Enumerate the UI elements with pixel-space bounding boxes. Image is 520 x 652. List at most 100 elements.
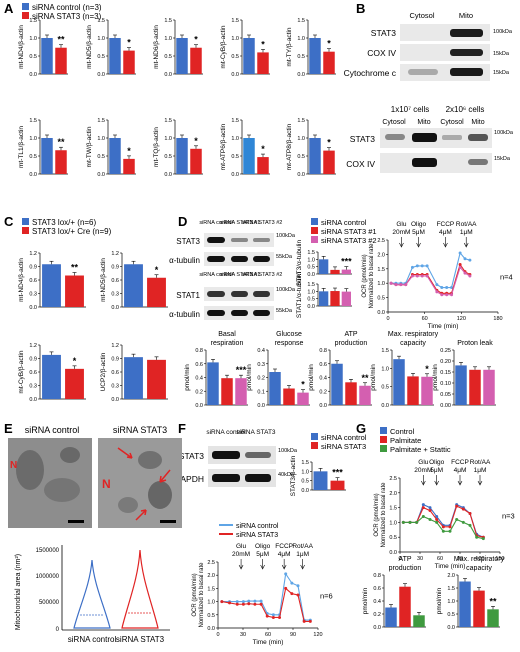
blot-band: [385, 134, 405, 140]
blot-band: [212, 474, 240, 482]
y-axis-label: mt-TW/β-actin: [86, 126, 93, 167]
data-point: [297, 584, 300, 587]
bar: [345, 382, 356, 405]
y-tick-label: 1.5: [207, 586, 215, 592]
y-axis-label: mt-ND6/β-actin: [153, 25, 160, 69]
y-tick-label: 0.0: [97, 172, 105, 178]
y-tick-label: 0.0: [29, 72, 37, 78]
y-tick-label: 1.0: [297, 136, 305, 142]
data-point: [429, 518, 432, 521]
injection-label: 20mM: [392, 229, 410, 236]
bar: [309, 138, 320, 174]
x-tick-label: 0: [386, 316, 389, 322]
significance-label: ***: [332, 468, 343, 478]
y-tick-label: 0.5: [231, 154, 239, 160]
y-tick-label: 0.9: [29, 265, 37, 271]
data-point: [309, 620, 312, 623]
y-tick-label: 2.5: [207, 560, 215, 566]
blot-kda-label: 100kDa: [278, 448, 298, 454]
y-tick-label: 0.8: [319, 348, 327, 354]
y-tick-label: 1.0: [447, 599, 455, 605]
blot-row-label: COX IV: [367, 48, 396, 58]
injection-label: 4μM: [454, 467, 467, 474]
data-point: [449, 530, 452, 533]
panel-label-e: E: [4, 421, 13, 436]
bar: [473, 591, 484, 627]
x-tick-label: 60: [422, 316, 428, 322]
chart-title: Glucose: [276, 331, 302, 338]
y-tick-label: 1.5: [307, 282, 315, 288]
y-tick-label: 0.0: [297, 172, 305, 178]
panel-label-f: F: [178, 421, 186, 436]
bar: [41, 38, 52, 74]
y-tick-label: 0.1: [257, 389, 265, 395]
data-point: [253, 603, 256, 606]
y-axis-label: pmol/min: [184, 364, 191, 391]
chart-title: capacity: [400, 340, 426, 347]
y-tick-label: 0.10: [440, 381, 451, 387]
significance-label: **: [57, 35, 65, 45]
y-tick-label: 0.6: [29, 370, 37, 376]
x-tick-label: 0: [216, 632, 219, 638]
em-mitochondrion: [16, 450, 44, 490]
bar-chart: 0.00.51.01.5STAT1/α-tubulin: [296, 272, 352, 319]
y-tick-label: 0.0: [319, 403, 327, 409]
em-mitochondrion: [118, 497, 138, 513]
data-point: [404, 283, 407, 286]
y-tick-label: 0.0: [381, 403, 389, 409]
y-tick-label: 0.8: [373, 573, 381, 579]
injection-label: Oligo: [255, 543, 271, 550]
data-point: [242, 600, 245, 603]
y-tick-label: 0.9: [29, 357, 37, 363]
y-axis-label: Normalized to basal rate: [199, 562, 205, 628]
blot-kda-label: 100kDa: [276, 233, 296, 239]
bar: [459, 582, 470, 628]
y-tick-label: 1.5: [97, 18, 105, 24]
y-tick-label: 0.2: [373, 612, 381, 618]
data-point: [469, 512, 472, 515]
data-point: [394, 283, 397, 286]
legend-f-line: siRNA control siRNA STAT3: [219, 523, 279, 539]
chart-title: Max. respiratory: [388, 331, 439, 338]
y-tick-label: 1.0: [231, 36, 239, 42]
data-point: [242, 603, 245, 606]
y-tick-label: 0.5: [307, 265, 315, 271]
y-tick-label: 0.6: [373, 586, 381, 592]
y-tick-label: 0.0: [231, 172, 239, 178]
blot-b-col: Mito: [471, 119, 484, 126]
em-scalebar: [160, 520, 176, 523]
y-axis-label: UCP2/β-actin: [100, 352, 107, 391]
data-point: [390, 282, 393, 285]
data-point: [440, 286, 443, 289]
bar: [393, 359, 404, 405]
y-tick-label: 0.0: [111, 305, 119, 311]
y-axis-label: mt-TQ/β-actin: [153, 127, 160, 167]
injection-label: 5μM: [412, 229, 425, 236]
y-tick-label: 1.2: [111, 251, 119, 257]
y-tick-label: 0.0: [97, 72, 105, 78]
y-tick-label: 2.0: [377, 252, 385, 258]
y-tick-label: 0.5: [297, 154, 305, 160]
y-axis-label: mt-ND5/β-actin: [100, 258, 107, 302]
data-point: [260, 603, 263, 606]
bar: [323, 52, 334, 74]
x-axis-label: Time (min): [435, 563, 466, 570]
y-tick-label: 0.0: [231, 72, 239, 78]
bar: [330, 291, 339, 306]
significance-label: *: [327, 138, 331, 148]
y-axis-label: STAT3/β-actin: [290, 455, 297, 496]
blot-band: [253, 310, 270, 316]
bar: [147, 360, 166, 399]
blot-row-label: STAT3: [176, 237, 200, 246]
y-tick-label: 0.0: [29, 305, 37, 311]
significance-label: *: [194, 136, 198, 146]
y-tick-label: 0.0: [29, 172, 37, 178]
x-tick-label: 120: [313, 632, 322, 638]
data-point: [236, 600, 239, 603]
legend-label-d-control: siRNA control: [321, 218, 367, 227]
x-tick-label: 150: [495, 556, 504, 562]
data-point: [462, 508, 465, 511]
data-point: [426, 264, 429, 267]
bar: [109, 38, 120, 74]
legend-label-f-control: siRNA control: [321, 433, 367, 442]
